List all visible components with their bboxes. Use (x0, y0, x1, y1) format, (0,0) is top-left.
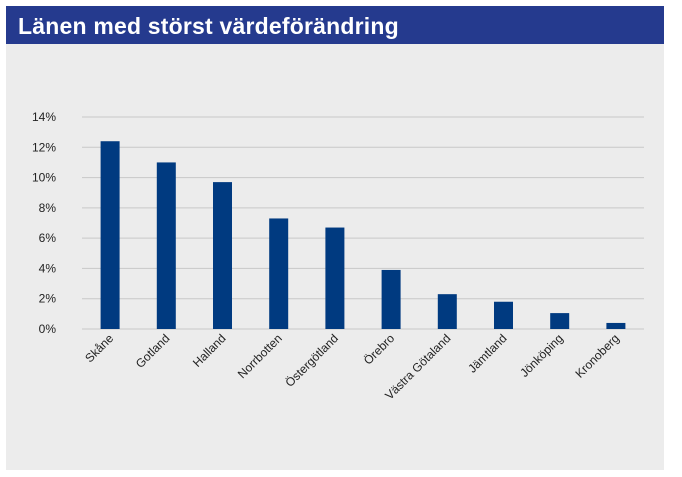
bar (550, 313, 570, 329)
y-tick-label: 0% (39, 322, 57, 336)
y-tick-label: 14% (32, 110, 56, 124)
y-tick-label: 2% (39, 292, 57, 306)
x-tick-label: Örebro (361, 331, 398, 368)
x-tick-label: Skåne (82, 331, 116, 365)
page-title: Länen med störst värdeförändring (18, 13, 399, 39)
bar (325, 227, 345, 329)
x-tick-label: Jönköping (517, 331, 566, 380)
bar (213, 182, 232, 329)
x-tick-label: Jämtland (465, 331, 509, 375)
y-tick-label: 6% (39, 231, 57, 245)
bar (100, 141, 120, 329)
y-tick-label: 12% (32, 140, 56, 154)
bar (437, 294, 457, 329)
x-tick-label: Halland (190, 331, 229, 370)
y-tick-label: 8% (39, 201, 57, 215)
x-tick-label: Gotland (133, 331, 173, 371)
x-tick-label: Norrbotten (235, 331, 285, 381)
bar (381, 269, 401, 329)
bar (606, 322, 626, 329)
y-tick-label: 4% (39, 261, 57, 275)
y-tick-label: 10% (32, 171, 56, 185)
x-tick-label: Kronoberg (572, 331, 622, 381)
x-tick-label: Östergötland (283, 331, 341, 389)
bar (494, 301, 513, 329)
bar (156, 162, 176, 329)
bar (269, 218, 289, 329)
chart-header: Länen med störst värdeförändring (6, 6, 664, 44)
